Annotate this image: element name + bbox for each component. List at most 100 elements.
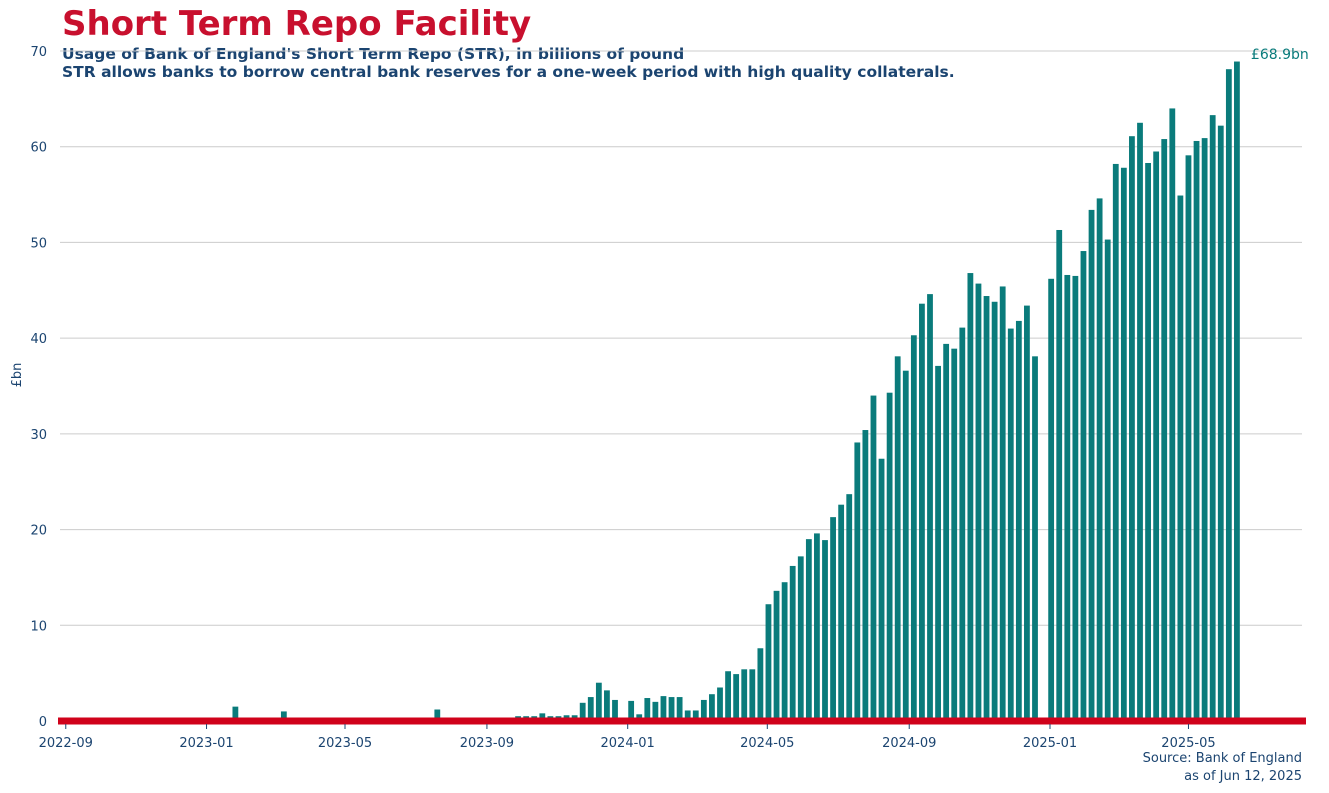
bar [991,301,998,721]
x-tick-label: 2024-09 [882,736,936,751]
bar [846,494,853,721]
last-value-label: £68.9bn [1251,47,1309,63]
bar [919,303,925,721]
bar [1225,69,1232,721]
chart-source: Source: Bank of England as of Jun 12, 20… [1143,750,1302,786]
bar [1064,274,1071,721]
bar [579,702,586,721]
bar [749,669,756,721]
bar [434,709,441,721]
bar [935,365,941,721]
bar [983,296,990,721]
x-tick-label: 2025-01 [1023,736,1077,751]
bar [894,356,901,721]
bar [910,335,917,721]
bar [1096,198,1103,721]
bar [1024,305,1030,721]
x-tick-label: 2023-05 [318,736,372,751]
bar [733,674,740,721]
bar [1056,229,1063,722]
bar [789,565,796,721]
y-tick-label: 0 [39,715,47,730]
bar [692,710,699,721]
bar [1209,115,1216,721]
bar [1185,155,1192,721]
bar [797,556,804,721]
bar [1193,140,1200,722]
bar [1032,356,1038,721]
bar [595,682,602,721]
as-of-date: as of Jun 12, 2025 [1184,769,1302,784]
bar [604,690,610,721]
bar [1048,278,1055,721]
bar [725,671,731,721]
bar [587,697,594,721]
y-tick-label: 10 [30,619,47,634]
bar [878,458,885,721]
bar [1161,139,1168,721]
bar [959,327,966,721]
bar [814,533,820,721]
y-tick-label: 70 [30,45,47,60]
bar [1169,108,1176,722]
x-tick-label: 2025-05 [1161,736,1215,751]
bar [1072,275,1079,721]
bar [1088,209,1095,721]
bar [886,392,893,721]
bar [838,504,845,721]
bar [1007,328,1014,721]
bar [280,711,287,721]
y-tick-label: 50 [30,236,47,251]
y-tick-label: 40 [30,332,47,347]
bar [765,604,772,721]
bar [951,348,958,721]
bar [927,294,933,721]
bar [628,700,635,721]
chart-title: Short Term Repo Facility [62,4,532,44]
y-tick-label: 60 [30,141,47,156]
x-tick-label: 2022-09 [39,736,93,751]
bar [1153,151,1160,721]
bar [539,713,546,721]
bar [684,710,691,721]
bar [862,430,869,721]
bar [854,442,861,721]
bar [1217,125,1224,721]
bar [612,699,618,721]
bar [967,273,974,721]
bar [1137,122,1143,722]
bar [1177,195,1184,721]
bar [902,370,909,721]
y-tick-label: 30 [30,428,47,443]
bar [1015,320,1022,721]
y-axis-label: £bn [10,363,25,388]
bar [676,697,683,721]
bar [830,517,836,721]
bar [975,283,982,721]
bar [668,697,675,721]
bar [773,590,780,721]
x-tick-label: 2024-01 [601,736,655,751]
bar [652,701,659,721]
bar [805,539,812,721]
bar [1120,167,1127,721]
bar [1080,251,1087,722]
source-text: Source: Bank of England [1142,751,1302,766]
bar [781,582,788,721]
bar [717,687,723,721]
bar [822,540,828,721]
chart-subtitle-2: STR allows banks to borrow central bank … [62,63,955,81]
bar [870,395,877,721]
x-tick-label: 2023-01 [179,736,233,751]
bar [700,699,707,721]
bar [1234,61,1240,721]
chart-subtitle-1: Usage of Bank of England's Short Term Re… [62,45,685,63]
bar [644,698,651,721]
bar [943,343,950,721]
bar [1112,163,1119,721]
bar [757,648,764,721]
bar [741,669,748,721]
bar [1104,239,1111,721]
bar [1129,136,1135,721]
